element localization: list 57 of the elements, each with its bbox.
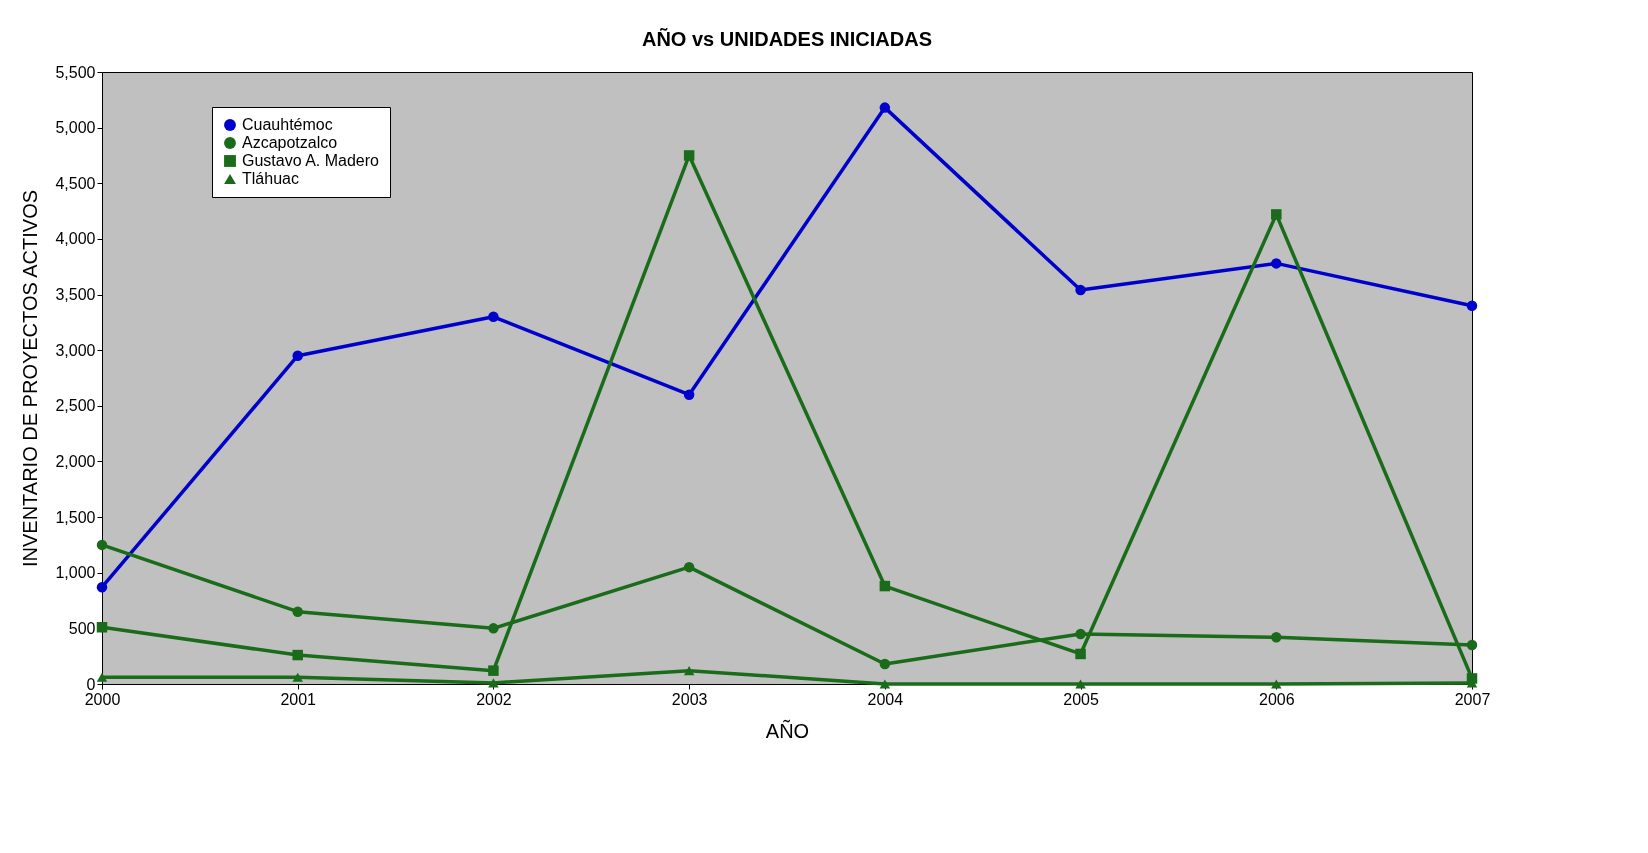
x-tick-label: 2006 xyxy=(1258,690,1295,708)
y-tick-label: 2,000 xyxy=(55,452,96,470)
y-tick-label: 5,000 xyxy=(55,119,96,137)
point xyxy=(1271,258,1282,269)
point xyxy=(683,561,695,573)
point xyxy=(683,150,695,161)
y-tick-label: 500 xyxy=(68,619,96,637)
x-tick-label: 2000 xyxy=(84,690,121,708)
y-tick-label: 3,000 xyxy=(55,341,96,359)
point xyxy=(1075,679,1086,689)
y-tick-label: 1,000 xyxy=(55,564,96,582)
point xyxy=(96,539,108,551)
x-tick-label: 2005 xyxy=(1063,690,1099,708)
point xyxy=(292,606,303,617)
point xyxy=(879,679,891,689)
y-tick-label: 0 xyxy=(86,675,96,693)
y-tick-label: 5,500 xyxy=(55,63,96,81)
point xyxy=(1466,639,1478,651)
point xyxy=(292,672,303,682)
point xyxy=(96,622,108,633)
x-tick-label: 2003 xyxy=(671,690,708,708)
point xyxy=(1271,679,1282,689)
point xyxy=(488,678,499,688)
point xyxy=(683,666,695,676)
y-tick-label: 1,500 xyxy=(55,508,96,526)
point xyxy=(879,658,891,670)
legend-label: Azcapotzalco xyxy=(242,134,338,151)
y-axis-title: INVENTARIO DE PROYECTOS ACTIVOS xyxy=(19,189,42,568)
point xyxy=(683,389,695,400)
y-tick-label: 4,000 xyxy=(55,230,96,248)
point xyxy=(1271,209,1282,220)
legend-label: Gustavo A. Madero xyxy=(242,152,380,169)
point xyxy=(1075,628,1086,640)
chart-title: AÑO vs UNIDADES INICIADAS xyxy=(641,28,933,50)
x-tick-label: 2002 xyxy=(476,690,512,708)
point xyxy=(879,580,891,592)
point xyxy=(292,649,303,661)
point xyxy=(488,665,499,676)
point xyxy=(292,350,303,361)
point xyxy=(488,623,499,634)
point xyxy=(488,311,499,323)
x-axis-title: AÑO xyxy=(765,718,810,742)
legend-label: Cuauhtémoc xyxy=(242,116,333,133)
point xyxy=(1271,632,1282,643)
y-tick-label: 4,500 xyxy=(55,174,96,192)
point xyxy=(96,672,108,682)
y-tick-label: 2,500 xyxy=(55,397,96,415)
x-tick-label: 2007 xyxy=(1454,690,1491,708)
point xyxy=(1466,300,1478,311)
point xyxy=(96,581,108,593)
x-tick-label: 2004 xyxy=(867,690,904,708)
point xyxy=(879,102,891,113)
point xyxy=(1075,648,1086,660)
legend-label: Tláhuac xyxy=(242,170,299,187)
y-tick-label: 3,500 xyxy=(55,286,96,304)
point xyxy=(1075,284,1086,296)
x-tick-label: 2001 xyxy=(280,690,317,708)
